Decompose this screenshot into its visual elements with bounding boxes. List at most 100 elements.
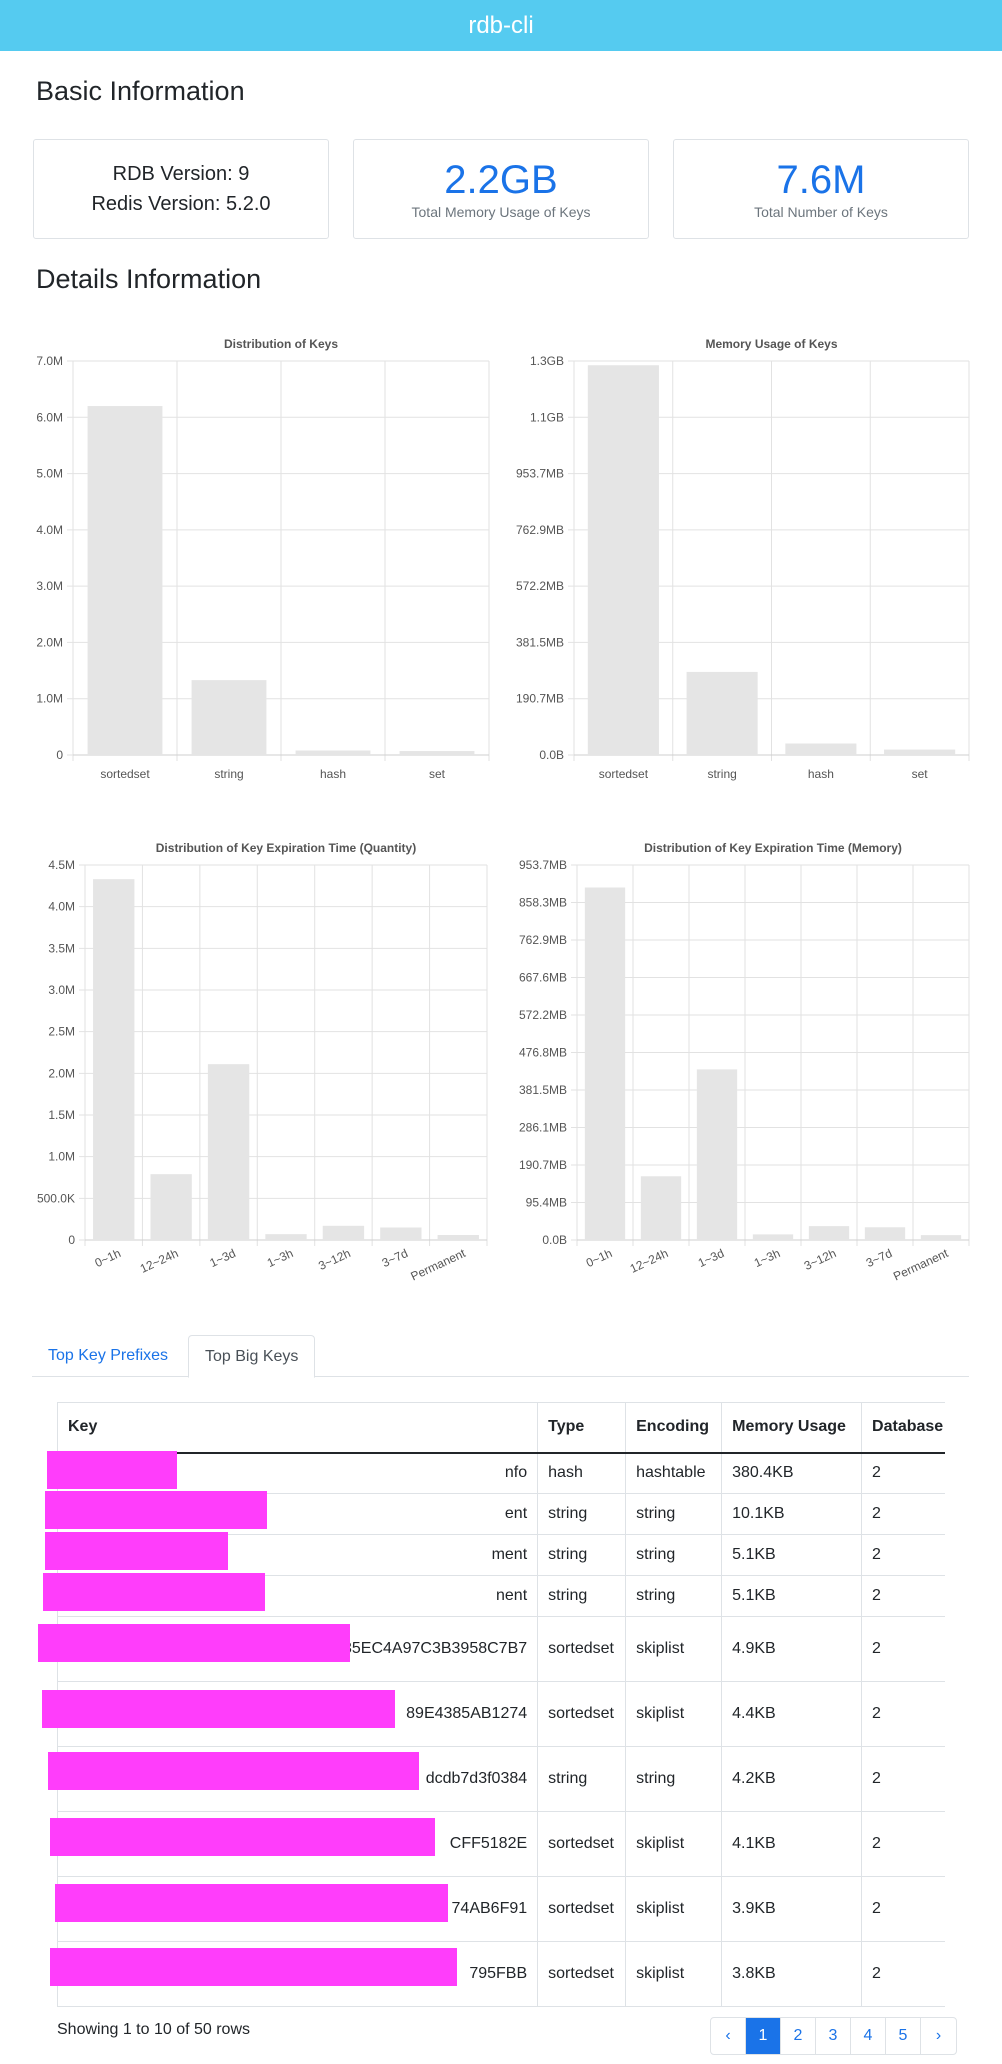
y-tick-label: 0 bbox=[56, 748, 63, 762]
app-header: rdb-cli bbox=[0, 0, 1002, 51]
cell-type: sortedset bbox=[537, 1876, 627, 1942]
redaction-block bbox=[50, 1818, 435, 1856]
memory-caption: Total Memory Usage of Keys bbox=[411, 204, 591, 220]
memory-usage-chart: Memory Usage of Keys 0.0B 190.7MB 381.5MB 57… bbox=[516, 337, 970, 781]
cell-memory: 3.9KB bbox=[721, 1876, 863, 1942]
y-tick-label: 500.0K bbox=[37, 1191, 75, 1205]
cell-type: string bbox=[537, 1534, 627, 1576]
redaction-block bbox=[42, 1690, 395, 1728]
x-tick-label: 1~3h bbox=[752, 1246, 782, 1270]
column-header-encoding[interactable]: Encoding bbox=[625, 1402, 723, 1454]
page-button-2[interactable]: 2 bbox=[781, 2018, 816, 2054]
y-tick-label: 3.5M bbox=[48, 941, 75, 955]
cell-db: 2 bbox=[861, 1746, 945, 1812]
y-tick-label: 2.0M bbox=[36, 635, 63, 649]
bar-string bbox=[686, 671, 758, 755]
bar-Permanent bbox=[437, 1235, 479, 1240]
x-tick-label: string bbox=[214, 767, 243, 781]
y-tick-label: 190.7MB bbox=[519, 1158, 567, 1172]
cell-db: 2 bbox=[861, 1452, 945, 1494]
y-tick-label: 190.7MB bbox=[516, 692, 564, 706]
column-header-memory-usage[interactable]: Memory Usage bbox=[721, 1402, 863, 1454]
y-tick-label: 6.0M bbox=[36, 410, 63, 424]
app-title: rdb-cli bbox=[468, 12, 534, 39]
y-tick-label: 953.7MB bbox=[519, 858, 567, 872]
cell-type: sortedset bbox=[537, 1941, 627, 2007]
basic-info-heading: Basic Information bbox=[36, 76, 245, 106]
x-tick-label: 0~1h bbox=[584, 1246, 614, 1270]
y-tick-label: 4.0M bbox=[48, 900, 75, 914]
y-tick-label: 4.5M bbox=[48, 858, 75, 872]
tab-top-big-keys[interactable]: Top Big Keys bbox=[188, 1335, 316, 1378]
keys-caption: Total Number of Keys bbox=[754, 204, 888, 220]
cell-memory: 5.1KB bbox=[721, 1534, 863, 1576]
cell-db: 2 bbox=[861, 1575, 945, 1617]
x-tick-label: 3~7d bbox=[864, 1246, 894, 1270]
bar-sortedset bbox=[587, 365, 659, 755]
bar-set bbox=[399, 751, 475, 755]
memory-card: 2.2GB Total Memory Usage of Keys bbox=[353, 139, 649, 239]
y-tick-label: 0 bbox=[68, 1233, 75, 1247]
bar-0~1h bbox=[93, 879, 135, 1240]
y-tick-label: 381.5MB bbox=[516, 635, 564, 649]
column-header-type[interactable]: Type bbox=[537, 1402, 627, 1454]
cell-encoding: string bbox=[625, 1493, 723, 1535]
page-button-5[interactable]: 5 bbox=[886, 2018, 921, 2054]
table-row: ent string string 10.1KB 2 bbox=[58, 1493, 945, 1535]
x-tick-label: 12~24h bbox=[628, 1246, 671, 1276]
tab-top-key-prefixes[interactable]: Top Key Prefixes bbox=[48, 1347, 169, 1364]
cell-encoding: skiplist bbox=[625, 1811, 723, 1877]
x-tick-label: sortedset bbox=[100, 767, 150, 781]
cell-memory: 4.4KB bbox=[721, 1681, 863, 1747]
expiration-quantity-chart: Distribution of Key Expiration Time (Qua… bbox=[37, 841, 488, 1284]
bar-1~3h bbox=[752, 1234, 794, 1240]
cell-encoding: string bbox=[625, 1575, 723, 1617]
y-tick-label: 667.6MB bbox=[519, 971, 567, 985]
cell-memory: 5.1KB bbox=[721, 1575, 863, 1617]
cell-type: hash bbox=[537, 1452, 627, 1494]
page-button-3[interactable]: 3 bbox=[816, 2018, 851, 2054]
y-tick-label: 0.0B bbox=[539, 748, 564, 762]
tab-bar: Top Key Prefixes Top Big Keys bbox=[32, 1335, 969, 1378]
x-tick-label: Permanent bbox=[408, 1246, 468, 1284]
bar-Permanent bbox=[920, 1235, 962, 1240]
prev-page-button[interactable]: ‹ bbox=[711, 2018, 746, 2054]
cell-db: 2 bbox=[861, 1493, 945, 1535]
cell-type: string bbox=[537, 1575, 627, 1617]
redaction-block bbox=[48, 1752, 419, 1790]
y-tick-label: 1.1GB bbox=[530, 410, 564, 424]
y-tick-label: 762.9MB bbox=[516, 523, 564, 537]
y-tick-label: 1.5M bbox=[48, 1108, 75, 1122]
chart-title: Distribution of Key Expiration Time (Mem… bbox=[644, 841, 902, 855]
page-button-4[interactable]: 4 bbox=[851, 2018, 886, 2054]
keys-value: 7.6M bbox=[776, 158, 866, 202]
column-header-key[interactable]: Key bbox=[58, 1402, 539, 1454]
memory-value: 2.2GB bbox=[444, 158, 558, 202]
cell-db: 2 bbox=[861, 1616, 945, 1682]
bar-hash bbox=[785, 743, 857, 755]
cell-encoding: hashtable bbox=[625, 1452, 723, 1494]
y-tick-label: 572.2MB bbox=[519, 1008, 567, 1022]
cell-db: 2 bbox=[861, 1534, 945, 1576]
bar-3~7d bbox=[864, 1227, 906, 1240]
cell-memory: 4.9KB bbox=[721, 1616, 863, 1682]
bar-hash bbox=[295, 750, 371, 755]
cell-memory: 380.4KB bbox=[721, 1452, 863, 1494]
cell-type: string bbox=[537, 1493, 627, 1535]
cell-encoding: string bbox=[625, 1534, 723, 1576]
x-tick-label: 0~1h bbox=[93, 1246, 123, 1270]
cell-memory: 10.1KB bbox=[721, 1493, 863, 1535]
cell-db: 2 bbox=[861, 1876, 945, 1942]
y-tick-label: 476.8MB bbox=[519, 1046, 567, 1060]
redaction-block bbox=[45, 1491, 267, 1529]
x-tick-label: hash bbox=[320, 767, 346, 781]
bar-1~3d bbox=[207, 1064, 250, 1240]
redis-version-label: Redis Version: bbox=[91, 193, 221, 215]
next-page-button[interactable]: › bbox=[935, 2027, 942, 2044]
column-header-database[interactable]: Database bbox=[861, 1402, 945, 1454]
bar-3~12h bbox=[322, 1225, 365, 1240]
keys-card: 7.6M Total Number of Keys bbox=[673, 139, 969, 239]
page-button-1[interactable]: 1 bbox=[746, 2018, 781, 2054]
cell-db: 2 bbox=[861, 1811, 945, 1877]
x-tick-label: 3~12h bbox=[316, 1246, 352, 1273]
